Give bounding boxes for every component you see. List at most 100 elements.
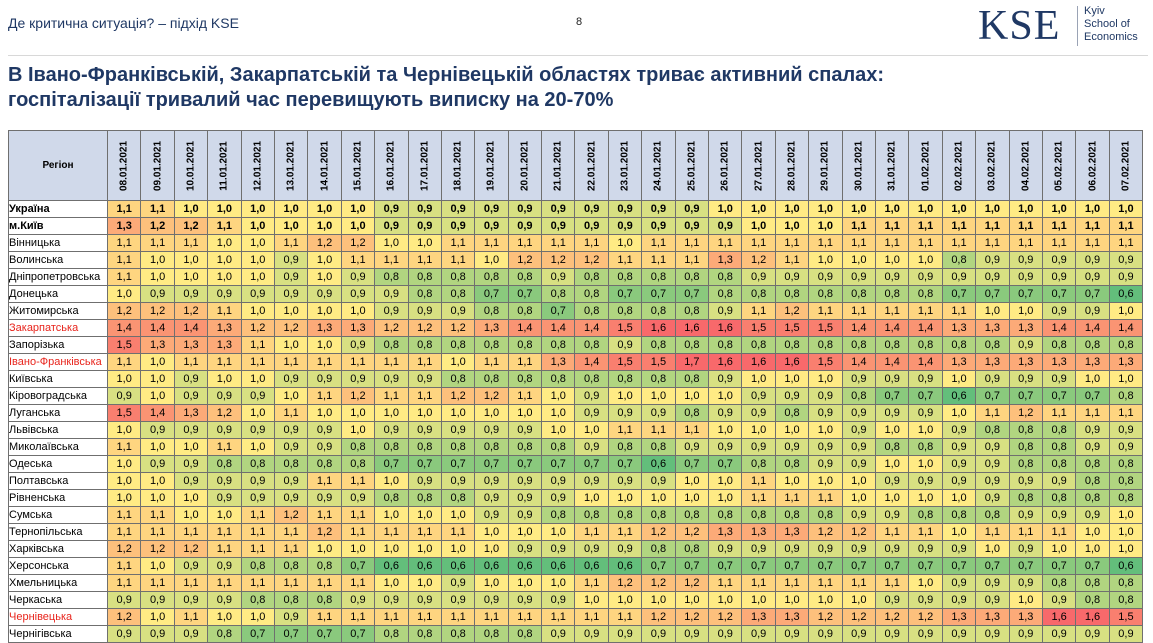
ratio-cell: 0,6 [440, 557, 476, 575]
ratio-cell: 0,8 [774, 285, 810, 303]
ratio-cell: 0,9 [774, 625, 810, 643]
ratio-cell: 1,2 [106, 540, 142, 558]
ratio-cell: 0,9 [1041, 302, 1077, 320]
date-column-header: 22.01.2021 [574, 130, 609, 201]
ratio-cell: 1,1 [474, 608, 509, 626]
ratio-cell: 0,7 [874, 387, 910, 405]
ratio-cell: 1,4 [908, 353, 943, 371]
region-name-cell: Херсонська [8, 557, 108, 575]
ratio-cell: 0,8 [674, 404, 710, 422]
ratio-cell: 1,0 [841, 472, 876, 490]
ratio-cell: 0,9 [407, 370, 442, 388]
ratio-cell: 1,0 [240, 370, 275, 388]
region-name-cell: Тернопільська [8, 523, 108, 541]
ratio-cell: 1,0 [106, 370, 142, 388]
ratio-cell: 0,9 [1008, 336, 1043, 354]
table-row: Чернігівська 0,9 0,9 0,9 0,8 0,7 0,7 0,7 0,7 0,8 0… [8, 625, 1144, 643]
ratio-cell: 1,0 [841, 489, 876, 507]
ratio-cell: 0,8 [808, 336, 843, 354]
ratio-cell: 0,9 [874, 404, 910, 422]
ratio-cell: 0,9 [808, 540, 843, 558]
ratio-cell: 1,1 [774, 234, 810, 252]
ratio-cell: 1,0 [541, 387, 576, 405]
ratio-cell: 1,7 [674, 353, 710, 371]
ratio-cell: 1,2 [307, 234, 342, 252]
ratio-cell: 1,1 [140, 234, 175, 252]
logo-line: Economics [1084, 31, 1138, 43]
ratio-cell: 1,0 [908, 251, 943, 269]
ratio-cell: 0,8 [1008, 438, 1043, 456]
ratio-cell: 0,8 [874, 438, 910, 456]
ratio-cell: 0,8 [674, 370, 710, 388]
ratio-cell: 0,9 [741, 404, 776, 422]
ratio-cell: 1,0 [1108, 506, 1144, 524]
ratio-cell: 0,8 [1075, 472, 1110, 490]
date-label: 01.02.2021 [920, 140, 932, 191]
ratio-cell: 0,9 [874, 472, 910, 490]
ratio-cell: 0,9 [207, 591, 242, 609]
ratio-cell: 1,4 [874, 353, 910, 371]
ratio-cell: 0,8 [273, 557, 309, 575]
ratio-cell: 1,1 [741, 574, 776, 592]
date-column-header: 04.02.2021 [1008, 130, 1043, 201]
ratio-cell: 1,1 [106, 574, 142, 592]
ratio-cell: 0,8 [641, 370, 676, 388]
ratio-cell: 1,1 [207, 217, 242, 235]
ratio-cell: 0,9 [607, 404, 643, 422]
ratio-cell: 0,9 [941, 574, 977, 592]
date-label: 03.02.2021 [986, 140, 998, 191]
ratio-cell: 0,8 [607, 370, 643, 388]
ratio-cell: 1,0 [273, 200, 309, 218]
ratio-cell: 0,7 [440, 455, 476, 473]
ratio-cell: 1,0 [207, 200, 242, 218]
ratio-cell: 0,7 [708, 455, 743, 473]
ratio-cell: 1,0 [307, 404, 342, 422]
ratio-cell: 1,0 [374, 234, 409, 252]
date-column-header: 21.01.2021 [541, 130, 576, 201]
ratio-cell: 0,8 [474, 370, 509, 388]
ratio-cell: 0,9 [607, 200, 643, 218]
ratio-cell: 0,9 [708, 370, 743, 388]
ratio-cell: 1,2 [641, 574, 676, 592]
ratio-cell: 1,0 [507, 404, 543, 422]
ratio-cell: 0,9 [273, 268, 309, 286]
ratio-cell: 0,7 [1041, 285, 1077, 303]
ratio-cell: 0,9 [975, 370, 1010, 388]
ratio-cell: 1,1 [874, 234, 910, 252]
ratio-cell: 1,1 [1108, 404, 1144, 422]
ratio-cell: 0,9 [841, 506, 876, 524]
ratio-cell: 1,0 [474, 574, 509, 592]
ratio-cell: 0,9 [1008, 268, 1043, 286]
ratio-cell: 0,9 [240, 387, 275, 405]
ratio-cell: 0,8 [641, 540, 676, 558]
ratio-cell: 0,9 [808, 404, 843, 422]
ratio-cell: 0,8 [874, 336, 910, 354]
ratio-cell: 0,9 [874, 370, 910, 388]
ratio-cell: 0,9 [374, 591, 409, 609]
region-name-cell: Запорізька [8, 336, 108, 354]
ratio-cell: 1,1 [106, 557, 142, 575]
ratio-cell: 0,9 [207, 472, 242, 490]
table-row: Херсонська 1,1 1,0 0,9 0,9 0,8 0,8 0,8 0,7 0,6 0,6… [8, 557, 1144, 575]
date-column-header: 06.02.2021 [1075, 130, 1110, 201]
ratio-cell: 0,9 [240, 489, 275, 507]
ratio-cell: 1,3 [941, 608, 977, 626]
ratio-cell: 0,9 [1008, 540, 1043, 558]
ratio-cell: 0,8 [674, 506, 710, 524]
ratio-cell: 0,7 [240, 625, 275, 643]
logo-line: Kyiv [1084, 5, 1105, 17]
ratio-cell: 0,9 [741, 268, 776, 286]
ratio-cell: 0,9 [1041, 506, 1077, 524]
ratio-cell: 0,8 [941, 336, 977, 354]
date-column-header: 24.01.2021 [641, 130, 676, 201]
ratio-cell: 0,8 [574, 506, 609, 524]
ratio-cell: 0,8 [541, 438, 576, 456]
ratio-cell: 1,1 [340, 251, 376, 269]
date-column-header: 26.01.2021 [708, 130, 743, 201]
ratio-cell: 1,0 [1108, 200, 1144, 218]
ratio-cell: 1,1 [407, 523, 442, 541]
region-name-cell: Черкаська [8, 591, 108, 609]
ratio-cell: 1,2 [607, 574, 643, 592]
ratio-cell: 0,9 [440, 591, 476, 609]
ratio-cell: 1,0 [574, 421, 609, 439]
